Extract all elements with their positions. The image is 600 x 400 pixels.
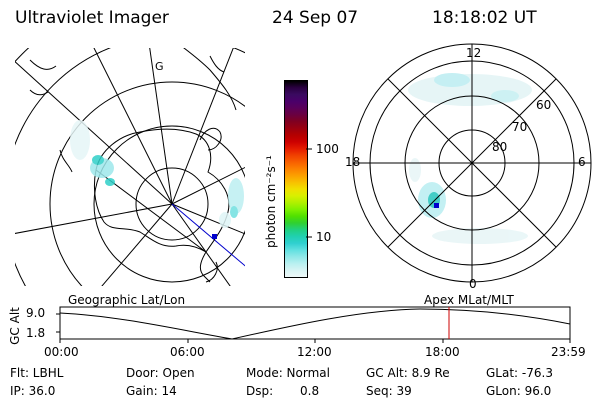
timeline-xtick-1200: 12:00	[297, 345, 332, 359]
colorbar	[284, 80, 308, 278]
polar-plot-caption: Apex MLat/MLT	[424, 293, 514, 307]
timeline-ytick-9: 9.0	[26, 306, 46, 320]
time-label: 18:18:02 UT	[432, 8, 537, 28]
status-glon: GLon: 96.0	[486, 384, 552, 398]
meridian-label: G	[155, 60, 164, 73]
status-dsp: Dsp:	[246, 384, 274, 398]
timeline-xtick-0000: 00:00	[44, 345, 79, 359]
status-flt: Flt: LBHL	[10, 366, 64, 380]
status-ip: IP: 36.0	[10, 384, 56, 398]
instrument-title: Ultraviolet Imager	[15, 8, 169, 28]
timeline-xtick-1800: 18:00	[425, 345, 460, 359]
geo-map-caption: Geographic Lat/Lon	[68, 293, 186, 307]
colorbar-ticks	[306, 148, 312, 238]
mlat-label-80: 80	[492, 140, 508, 154]
mlat-label-60: 60	[536, 98, 552, 112]
status-door: Door: Open	[126, 366, 195, 380]
timeline-xtick-2359: 23:59	[551, 345, 586, 359]
mlt-label-6: 6	[578, 155, 586, 169]
mlt-label-18: 18	[345, 155, 361, 169]
status-gc-alt: GC Alt: 8.9 Re	[366, 366, 450, 380]
mlt-label-12: 12	[466, 46, 482, 60]
timeline-xtick-0600: 06:00	[170, 345, 205, 359]
status-seq: Seq: 39	[366, 384, 412, 398]
mlat-label-70: 70	[512, 120, 528, 134]
status-gain: Gain: 14	[126, 384, 177, 398]
mlt-label-0: 0	[469, 277, 477, 291]
timeline-ytick-1-8: 1.8	[26, 326, 46, 340]
status-dsp-value: 0.8	[300, 384, 320, 398]
status-mode: Mode: Normal	[246, 366, 330, 380]
date-label: 24 Sep 07	[272, 8, 359, 28]
status-glat: GLat: -76.3	[486, 366, 553, 380]
colorbar-tick-10: 10	[316, 230, 332, 244]
colorbar-tick-100: 100	[316, 142, 339, 156]
